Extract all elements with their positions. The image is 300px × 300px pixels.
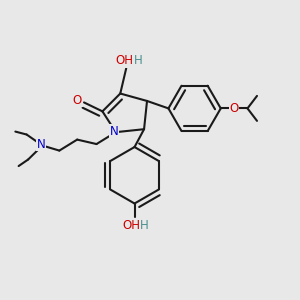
Text: N: N (110, 125, 119, 138)
Text: O: O (73, 94, 82, 106)
Text: OH: OH (122, 219, 140, 232)
Text: OH: OH (116, 54, 134, 67)
Text: N: N (37, 138, 45, 151)
Text: O: O (230, 102, 239, 115)
Text: H: H (134, 54, 142, 67)
Text: H: H (140, 219, 148, 232)
